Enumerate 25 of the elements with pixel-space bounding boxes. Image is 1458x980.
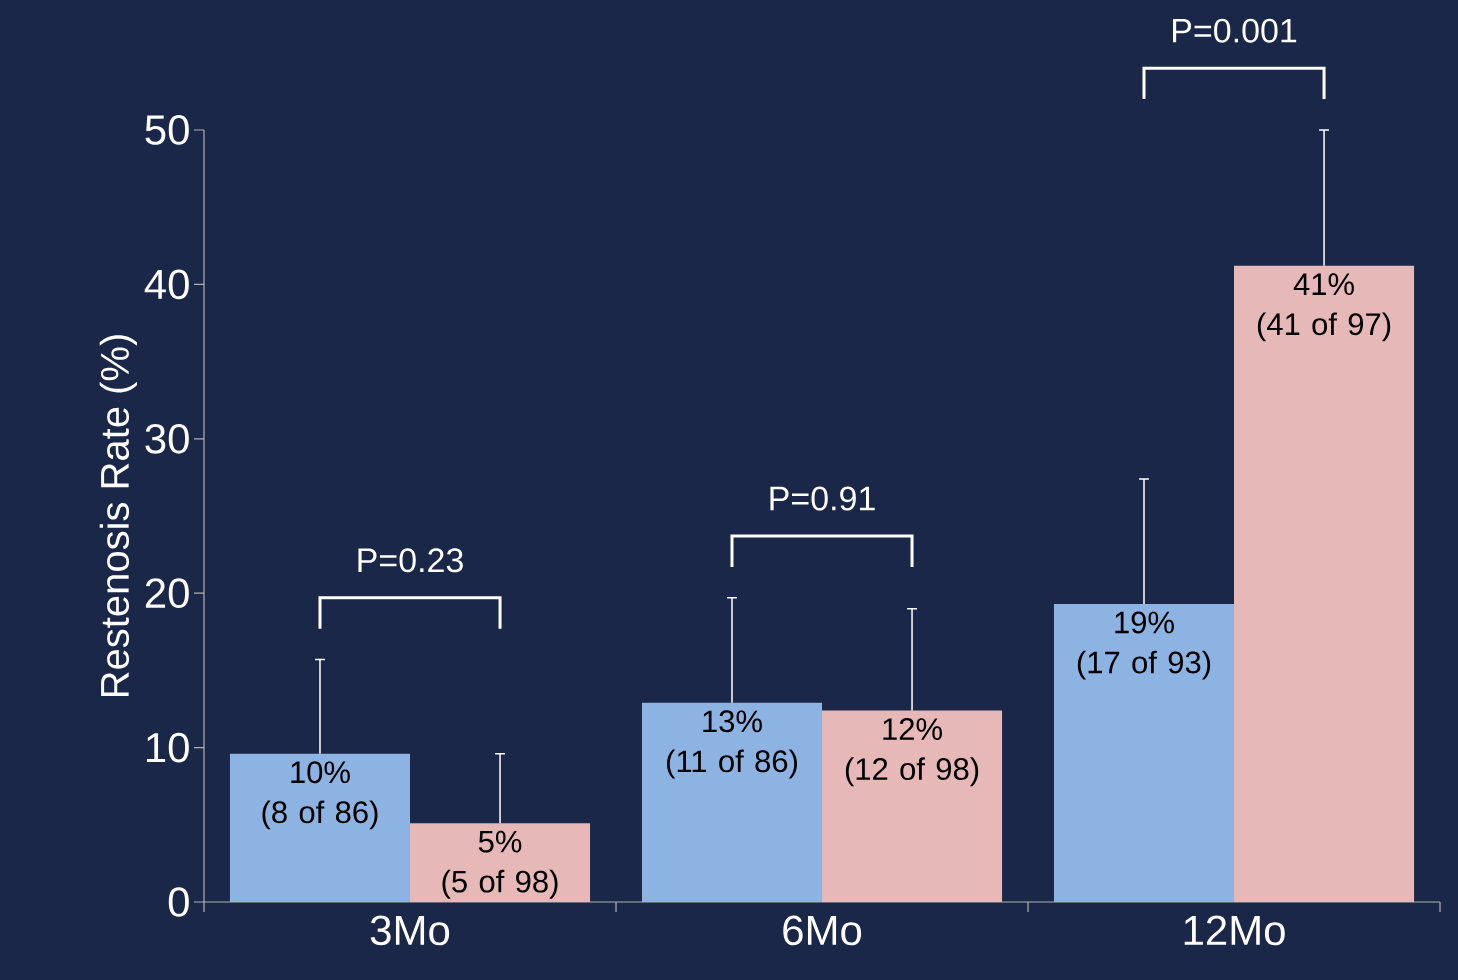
data-label: 5% (5 of 98) xyxy=(442,830,558,899)
bar xyxy=(822,710,1003,902)
annotation: P=0.23 xyxy=(358,548,463,573)
y-tick-label: 10 xyxy=(146,732,189,763)
y-tick-label: 30 xyxy=(145,423,189,454)
x-tick-label: 3Mo xyxy=(370,915,450,946)
data-label: 41% (41 of 97) xyxy=(1257,273,1391,342)
data-label: 10% (8 of 86) xyxy=(262,761,378,830)
x-tick-label: 12Mo xyxy=(1184,915,1285,946)
y-tick-label: 50 xyxy=(145,115,189,145)
data-label: 12% (12 of 98) xyxy=(845,718,979,787)
y-axis-title: Restenosis Rate (%) xyxy=(99,335,137,697)
bar xyxy=(1053,604,1235,902)
text: P=0.001 xyxy=(1173,18,1297,43)
bar xyxy=(229,753,411,902)
annotation: P=0.91 xyxy=(770,486,875,511)
bar xyxy=(1234,265,1415,902)
data-label: 13% (11 of 86) xyxy=(667,710,797,779)
y-tick-label: 20 xyxy=(145,578,189,609)
y-tick-label: 0 xyxy=(168,887,189,917)
bar xyxy=(641,702,823,902)
bar xyxy=(410,823,591,902)
data-label: 19% (17 of 93) xyxy=(1077,611,1211,680)
y-tick-label: 40 xyxy=(144,269,189,300)
x-tick-label: 6Mo xyxy=(783,915,862,946)
